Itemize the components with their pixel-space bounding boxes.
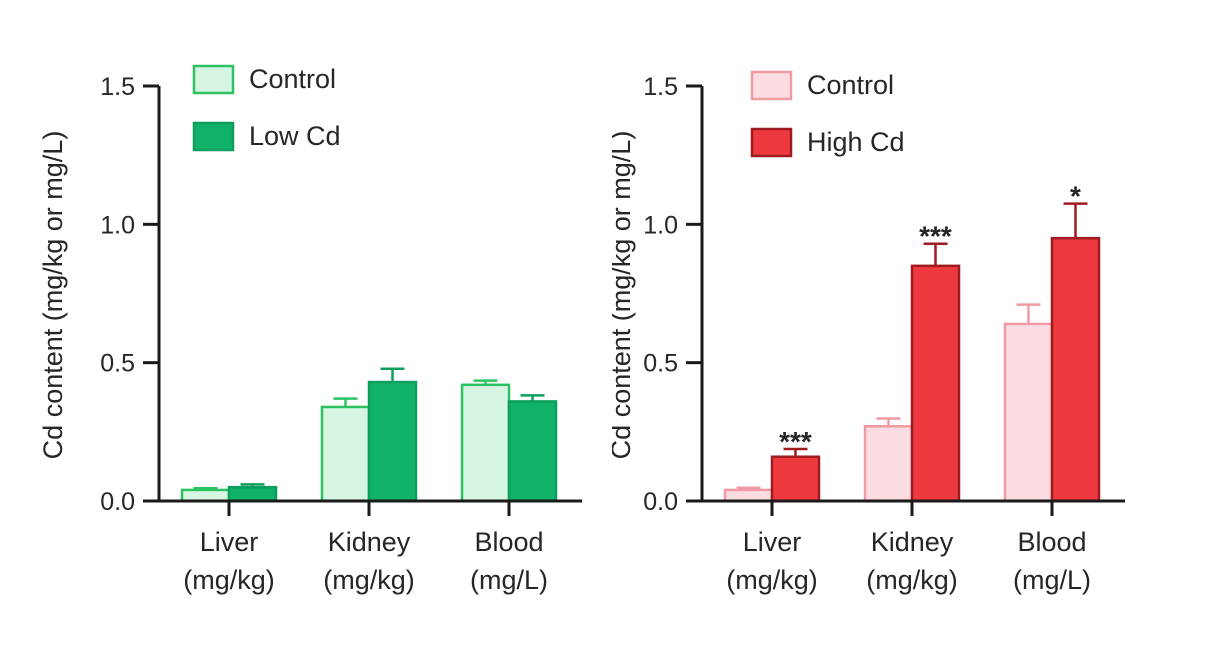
legend-label-control: Control (249, 64, 336, 94)
legend-label-high-cd: High Cd (807, 127, 905, 157)
y-tick-label: 0.0 (643, 488, 678, 516)
bar-control-blood (460, 383, 511, 503)
legend-swatch-high-cd (750, 127, 793, 158)
x-category-unit-label: (mg/L) (1013, 565, 1091, 595)
x-category-unit-label: (mg/L) (470, 565, 548, 595)
chart-control-vs-low-cd: 0.0 0.5 1.0 1.5 Liver (mg/kg) Kidney (mg/kg) Blo… (38, 64, 582, 595)
bar-low-cd-kidney (367, 380, 418, 503)
y-axis-label: Cd content (mg/kg or mg/L) (612, 131, 636, 460)
significance-stars: * (1070, 181, 1081, 212)
x-category-label: Blood (1017, 527, 1086, 557)
bar-low-cd-liver (227, 485, 278, 503)
y-tick-label: 1.0 (643, 211, 678, 239)
bar-control-blood (1003, 322, 1054, 503)
y-tick-label: 1.5 (100, 73, 135, 101)
x-category-unit-label: (mg/kg) (866, 565, 958, 595)
bar-low-cd-blood (507, 400, 558, 503)
legend-swatch-low-cd (192, 121, 235, 152)
x-category-label: Liver (200, 527, 259, 557)
x-category-unit-label: (mg/kg) (183, 565, 275, 595)
y-tick-label: 1.0 (100, 211, 135, 239)
x-category-label: Kidney (871, 527, 954, 557)
legend-label-low-cd: Low Cd (249, 121, 341, 151)
bar-high-cd-liver (770, 455, 821, 503)
x-category-label: Blood (474, 527, 543, 557)
y-tick-label: 0.0 (100, 488, 135, 516)
x-category-unit-label: (mg/kg) (726, 565, 818, 595)
x-category-label: Kidney (328, 527, 411, 557)
significance-stars: *** (919, 221, 952, 252)
legend-label-control: Control (807, 70, 894, 100)
x-category-label: Liver (743, 527, 802, 557)
bar-high-cd-blood (1050, 236, 1101, 503)
chart-control-vs-high-cd: *******0.00.51.01.5Liver(mg/kg)Kidney(mg… (612, 70, 1125, 595)
bar-high-cd-kidney (910, 264, 961, 503)
y-tick-label: 1.5 (643, 73, 678, 101)
legend-swatch-control (192, 64, 235, 95)
bar-control-liver (180, 488, 231, 503)
y-tick-label: 0.5 (100, 350, 135, 378)
bar-control-kidney (320, 405, 371, 503)
significance-stars: *** (779, 426, 812, 457)
bar-control-liver (723, 488, 774, 503)
y-tick-label: 0.5 (643, 350, 678, 378)
legend-swatch-control (750, 70, 793, 101)
x-category-unit-label: (mg/kg) (323, 565, 415, 595)
y-axis-label: Cd content (mg/kg or mg/L) (38, 131, 68, 460)
bar-control-kidney (863, 425, 914, 503)
